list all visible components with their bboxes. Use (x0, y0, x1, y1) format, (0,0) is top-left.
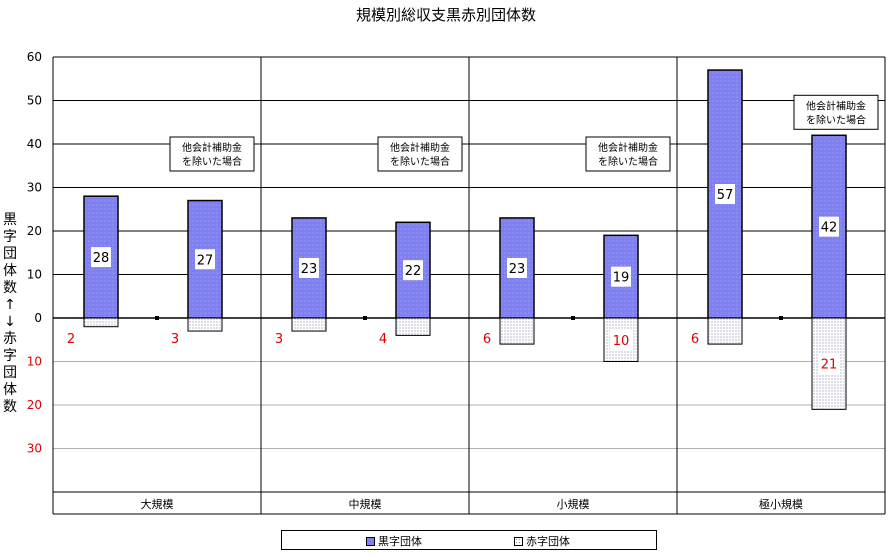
red-value-box (610, 329, 632, 350)
y-axis-label-char: 数 (3, 280, 17, 296)
y-axis-label-char: 字 (3, 348, 17, 364)
y-tick-label: 10 (27, 268, 42, 282)
y-axis-label-char: 体 (3, 382, 17, 398)
group-label: 中規模 (349, 497, 382, 511)
y-axis-label-char: ↑ (4, 297, 16, 313)
y-tick-label: 60 (27, 50, 42, 64)
y-axis-label-char: 団 (3, 246, 17, 262)
note-text-line2: を除いた場合 (598, 155, 658, 168)
red-bar (499, 317, 535, 345)
note-box (377, 136, 463, 172)
note-box (169, 136, 255, 172)
group-label: 大規模 (141, 497, 174, 511)
legend-item-black: 黒字団体 (366, 533, 422, 549)
y-tick-label: 50 (27, 94, 42, 108)
y-axis-label-char: 体 (3, 263, 17, 279)
red-bar (83, 317, 119, 328)
black-value-box (299, 257, 319, 278)
y-tick-label: 40 (27, 137, 42, 151)
group-label: 小規模 (557, 497, 590, 511)
chart-title: 規模別総収支黒赤別団体数 (355, 6, 536, 24)
black-value-label: 57 (717, 188, 734, 203)
black-value-box (195, 249, 215, 270)
note-text-line2: を除いた場合 (806, 113, 866, 126)
red-value-label: 4 (379, 332, 387, 347)
y-tick-label: 30 (27, 181, 42, 195)
black-value-box (819, 216, 839, 237)
note-text-line1: 他会計補助金 (390, 141, 450, 154)
black-bar (811, 134, 847, 319)
black-value-label: 19 (613, 271, 630, 286)
y-tick-label: 0 (34, 311, 42, 325)
y-axis-label-char: 赤 (3, 331, 17, 347)
y-axis-label-char: ↓ (4, 314, 16, 330)
legend-label-red: 赤字団体 (526, 535, 570, 548)
red-value-label: 3 (171, 332, 179, 347)
y-axis-label-char: 団 (3, 365, 17, 381)
zero-marker (155, 316, 159, 320)
note-text-line1: 他会計補助金 (806, 99, 866, 112)
black-value-label: 23 (301, 262, 318, 277)
zero-marker (571, 316, 575, 320)
legend: 黒字団体 赤字団体 (281, 530, 657, 550)
red-value-label: 6 (483, 332, 491, 347)
note-box (585, 136, 671, 172)
red-bar (707, 317, 743, 345)
y-tick-label-negative: 20 (27, 398, 42, 412)
black-value-label: 42 (821, 221, 838, 236)
black-value-box (611, 266, 631, 287)
red-value-label: 6 (691, 332, 699, 347)
red-value-label: 3 (275, 332, 283, 347)
legend-swatch-black (366, 536, 375, 546)
zero-marker (363, 316, 367, 320)
legend-item-red: 赤字団体 (514, 533, 570, 549)
black-value-box (91, 247, 111, 268)
y-axis-label: 黒字団体数 ↑ ↓ 赤字団体数 (2, 212, 18, 416)
group-label: 極小規模 (759, 497, 803, 511)
red-value-label: 2 (67, 332, 75, 347)
note-box (793, 94, 879, 130)
red-value-label: 10 (613, 334, 630, 349)
note-text-line2: を除いた場合 (390, 155, 450, 168)
black-value-box (715, 184, 735, 205)
legend-label-black: 黒字団体 (378, 535, 422, 548)
y-axis-label-char: 数 (3, 399, 17, 415)
note-text-line2: を除いた場合 (182, 155, 242, 168)
zero-marker (779, 316, 783, 320)
note-text-line1: 他会計補助金 (598, 141, 658, 154)
legend-swatch-red (514, 536, 523, 546)
black-value-label: 23 (509, 262, 526, 277)
black-value-box (403, 260, 423, 281)
red-bar (395, 317, 431, 336)
y-axis-label-char: 字 (3, 229, 17, 245)
y-tick-label-negative: 30 (27, 442, 42, 456)
red-bar (187, 317, 223, 332)
black-value-label: 22 (405, 264, 422, 279)
black-value-label: 28 (93, 251, 110, 266)
y-axis-label-char: 黒 (3, 212, 17, 228)
red-value-label: 21 (821, 358, 838, 373)
red-value-box (818, 353, 840, 374)
y-tick-label-negative: 10 (27, 355, 42, 369)
black-value-label: 27 (197, 253, 214, 268)
black-value-box (507, 257, 527, 278)
red-bar (291, 317, 327, 332)
note-text-line1: 他会計補助金 (182, 141, 242, 154)
y-tick-label: 20 (27, 224, 42, 238)
